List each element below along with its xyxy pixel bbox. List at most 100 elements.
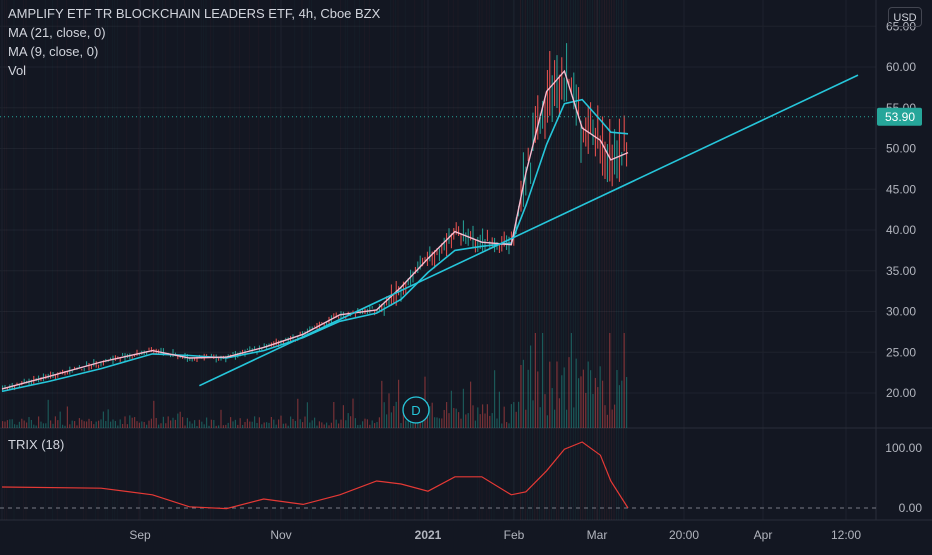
volume-bar <box>258 417 260 428</box>
volume-bar <box>486 404 488 428</box>
volume-bar <box>182 417 184 428</box>
volume-bar <box>496 418 498 428</box>
volume-bar <box>498 391 500 428</box>
volume-bar <box>69 424 71 428</box>
ma9-legend[interactable]: MA (9, close, 0) <box>8 44 99 59</box>
volume-bar <box>83 421 85 428</box>
volume-bar <box>172 417 174 428</box>
volume-bar <box>614 404 616 428</box>
volume-bar <box>515 411 517 428</box>
volume-bar <box>350 416 352 428</box>
volume-bar <box>95 421 97 428</box>
volume-bar <box>165 423 167 428</box>
volume-bar <box>78 418 80 428</box>
trix-tick-label: 0.00 <box>899 501 923 515</box>
volume-bar <box>467 413 469 428</box>
volume-bar <box>2 421 4 428</box>
volume-bar <box>371 420 373 428</box>
chart-overlay: D <box>402 396 430 424</box>
volume-legend[interactable]: Vol <box>8 63 27 78</box>
volume-bar <box>575 358 577 428</box>
volume-bar <box>542 333 544 428</box>
volume-bar <box>501 423 503 428</box>
volume-bar <box>45 423 47 428</box>
volume-bar <box>11 419 13 428</box>
volume-bar <box>314 417 316 428</box>
volume-bar <box>345 420 347 428</box>
volume-bar <box>309 422 311 428</box>
volume-bar <box>458 412 460 428</box>
volume-bar <box>369 424 371 428</box>
volume-bar <box>357 425 359 428</box>
volume-bar <box>110 421 112 428</box>
symbol-title[interactable]: AMPLIFY ETF TR BLOCKCHAIN LEADERS ETF, 4… <box>8 6 381 21</box>
volume-bar <box>177 413 179 428</box>
volume-bar <box>429 406 431 428</box>
volume-bar <box>297 398 299 428</box>
volume-bar <box>246 418 248 428</box>
price-tick-label: 25.00 <box>886 345 916 359</box>
dividend-marker[interactable] <box>402 396 430 424</box>
price-tick-label: 50.00 <box>886 142 916 156</box>
volume-bar <box>618 385 620 428</box>
volume-bar <box>448 413 450 428</box>
ma21-legend[interactable]: MA (21, close, 0) <box>8 25 106 40</box>
volume-bar <box>537 371 539 428</box>
volume-bar <box>266 422 268 428</box>
volume-bar <box>323 424 325 428</box>
volume-bar <box>198 419 200 428</box>
volume-bar <box>503 406 505 428</box>
volume-bar <box>230 417 232 428</box>
volume-bar <box>494 370 496 428</box>
volume-bar <box>604 405 606 428</box>
time-tick-label: 2021 <box>415 528 442 542</box>
volume-bar <box>549 361 551 428</box>
volume-bar <box>86 421 88 428</box>
volume-bar <box>30 419 32 428</box>
volume-bar <box>462 388 464 428</box>
volume-bar <box>453 407 455 428</box>
volume-bar <box>98 420 100 428</box>
volume-bar <box>129 415 131 428</box>
time-tick-label: 20:00 <box>669 528 699 542</box>
volume-bar <box>16 424 18 428</box>
volume-bar <box>390 412 392 428</box>
volume-bar <box>520 365 522 428</box>
volume-bar <box>9 419 11 428</box>
volume-bar <box>513 402 515 428</box>
volume-bar <box>460 418 462 428</box>
volume-bar <box>518 401 520 428</box>
volume-bar <box>234 419 236 428</box>
volume-bar <box>546 415 548 428</box>
volume-bar <box>225 424 227 428</box>
volume-bar <box>299 419 301 428</box>
volume-bar <box>174 419 176 428</box>
volume-bar <box>578 378 580 428</box>
volume-bar <box>38 416 40 428</box>
volume-bar <box>364 418 366 428</box>
volume-bar <box>522 359 524 428</box>
volume-bar <box>326 422 328 428</box>
volume-bar <box>573 407 575 428</box>
volume-bar <box>244 422 246 428</box>
volume-bar <box>210 419 212 428</box>
volume-bar <box>570 333 572 428</box>
volume-bar <box>443 409 445 428</box>
volume-bar <box>311 420 313 428</box>
volume-bar <box>330 422 332 428</box>
price-candles <box>2 43 628 392</box>
time-tick-label: Sep <box>129 528 151 542</box>
volume-bar <box>105 421 107 428</box>
volume-bar <box>532 400 534 428</box>
price-tick-label: 40.00 <box>886 223 916 237</box>
volume-bar <box>273 419 275 428</box>
volume-bar <box>220 409 222 428</box>
volume-bar <box>213 420 215 428</box>
currency-button[interactable]: USD <box>888 7 922 27</box>
volume-bar <box>592 394 594 428</box>
trix-legend[interactable]: TRIX (18) <box>8 437 65 452</box>
volume-bar <box>62 424 64 428</box>
volume-bar <box>587 361 589 428</box>
